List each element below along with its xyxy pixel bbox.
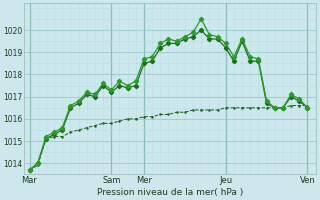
X-axis label: Pression niveau de la mer( hPa ): Pression niveau de la mer( hPa ) xyxy=(97,188,243,197)
